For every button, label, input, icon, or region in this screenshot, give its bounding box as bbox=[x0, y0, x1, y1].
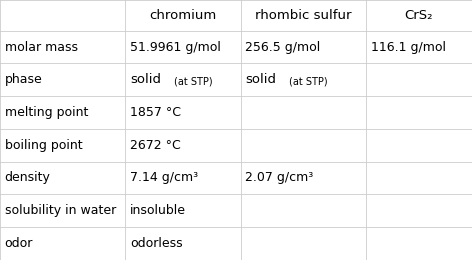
Text: molar mass: molar mass bbox=[5, 41, 78, 54]
Text: chromium: chromium bbox=[149, 9, 217, 22]
Text: density: density bbox=[5, 171, 51, 184]
Text: phase: phase bbox=[5, 73, 42, 86]
Text: 2.07 g/cm³: 2.07 g/cm³ bbox=[245, 171, 314, 184]
Text: (at STP): (at STP) bbox=[174, 76, 212, 86]
Text: boiling point: boiling point bbox=[5, 139, 82, 152]
Text: 2672 °C: 2672 °C bbox=[130, 139, 181, 152]
Text: odorless: odorless bbox=[130, 237, 182, 250]
Text: insoluble: insoluble bbox=[130, 204, 186, 217]
Text: 116.1 g/mol: 116.1 g/mol bbox=[371, 41, 446, 54]
Text: solubility in water: solubility in water bbox=[5, 204, 116, 217]
Text: rhombic sulfur: rhombic sulfur bbox=[255, 9, 352, 22]
Text: 7.14 g/cm³: 7.14 g/cm³ bbox=[130, 171, 198, 184]
Text: 1857 °C: 1857 °C bbox=[130, 106, 181, 119]
Text: solid: solid bbox=[130, 73, 161, 86]
Text: odor: odor bbox=[5, 237, 33, 250]
Text: solid: solid bbox=[245, 73, 277, 86]
Text: 256.5 g/mol: 256.5 g/mol bbox=[245, 41, 320, 54]
Text: 51.9961 g/mol: 51.9961 g/mol bbox=[130, 41, 221, 54]
Text: CrS₂: CrS₂ bbox=[405, 9, 433, 22]
Text: (at STP): (at STP) bbox=[289, 76, 328, 86]
Text: melting point: melting point bbox=[5, 106, 88, 119]
